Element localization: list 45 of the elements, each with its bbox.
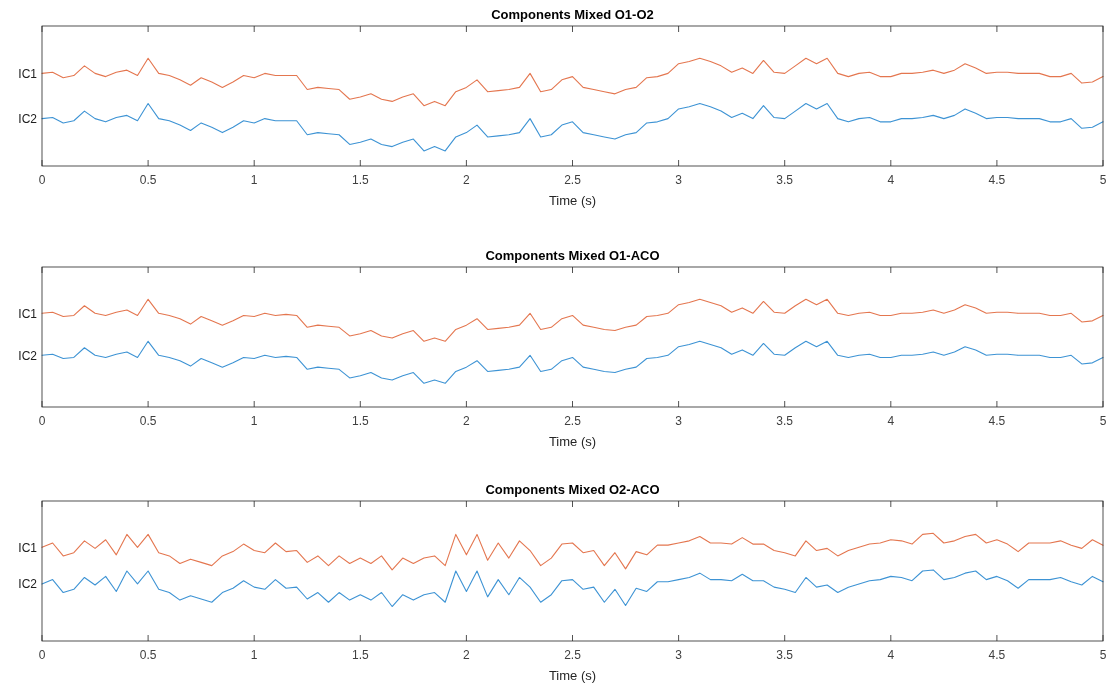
chart-title: Components Mixed O1-ACO (485, 248, 660, 263)
x-tick-label: 2.5 (564, 648, 582, 662)
x-tick-label: 2.5 (564, 414, 582, 428)
x-tick-label: 1 (250, 414, 258, 428)
x-tick-label: 1.5 (351, 173, 369, 187)
x-tick-label: 1.5 (351, 648, 369, 662)
x-axis-title: Time (s) (548, 434, 597, 449)
x-tick-label: 4.5 (988, 414, 1006, 428)
x-tick-label: 0 (38, 648, 46, 662)
x-tick-label: 3 (675, 648, 683, 662)
x-tick-label: 5 (1099, 414, 1107, 428)
x-tick-label: 0.5 (139, 414, 157, 428)
series-label: IC1 (18, 306, 38, 321)
x-tick-label: 4 (887, 414, 895, 428)
x-tick-label: 0.5 (139, 648, 157, 662)
x-tick-label: 3.5 (776, 173, 794, 187)
x-tick-label: 2 (463, 414, 471, 428)
x-tick-label: 2.5 (564, 173, 582, 187)
x-tick-label: 2 (463, 648, 471, 662)
x-tick-label: 3.5 (776, 648, 794, 662)
x-axis-title: Time (s) (548, 668, 597, 683)
x-tick-label: 0 (38, 414, 46, 428)
series-label: IC2 (18, 111, 38, 126)
x-tick-label: 3 (675, 173, 683, 187)
chart-title: Components Mixed O1-O2 (491, 7, 654, 22)
x-tick-label: 4 (887, 648, 895, 662)
x-tick-label: 0 (38, 173, 46, 187)
x-tick-label: 5 (1099, 648, 1107, 662)
x-tick-label: 3 (675, 414, 683, 428)
chart-title: Components Mixed O2-ACO (485, 482, 660, 497)
x-tick-label: 1 (250, 648, 258, 662)
series-label: IC1 (18, 66, 38, 81)
x-tick-label: 4 (887, 173, 895, 187)
x-tick-label: 4.5 (988, 173, 1006, 187)
x-tick-label: 3.5 (776, 414, 794, 428)
x-axis-title: Time (s) (548, 193, 597, 208)
series-label: IC2 (18, 577, 38, 592)
x-tick-label: 5 (1099, 173, 1107, 187)
series-label: IC1 (18, 540, 38, 555)
x-tick-label: 1 (250, 173, 258, 187)
x-tick-label: 1.5 (351, 414, 369, 428)
x-tick-label: 2 (463, 173, 471, 187)
series-label: IC2 (18, 348, 38, 363)
x-tick-label: 0.5 (139, 173, 157, 187)
x-tick-label: 4.5 (988, 648, 1006, 662)
